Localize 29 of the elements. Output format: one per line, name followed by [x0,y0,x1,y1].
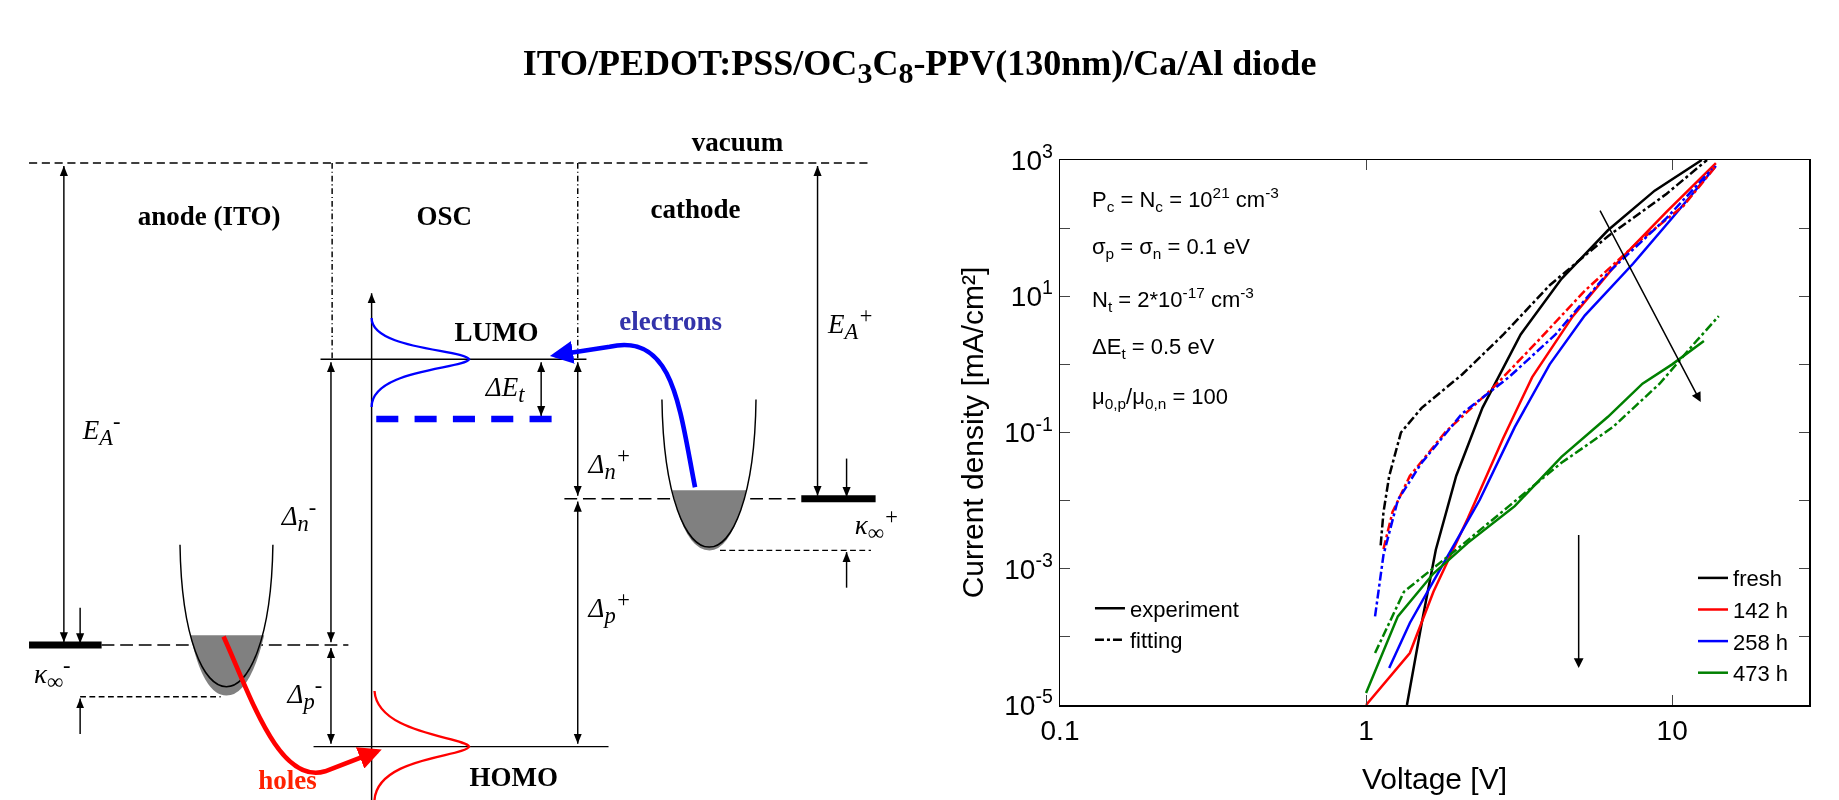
text: OSC [416,200,472,232]
text: electrons [619,305,723,337]
x-axis-title: Voltage [V] [1361,762,1508,795]
annotation: μ$_{0,p}$/μ$_{0,n}$ = 100 [1092,384,1229,412]
y-tick-label: 10$^{3}$ [1010,140,1053,176]
y-axis-title: Current density [mA/cm²] [955,266,989,599]
y-tick-label: 10$^{-3}$ [1004,548,1053,585]
text: LUMO [454,316,539,348]
text: ΔE$_{t}$ [485,371,525,408]
legend-label: experiment [1129,596,1239,622]
y-tick-label: 10$^{1}$ [1010,276,1053,313]
legend-label: 258 h [1733,629,1789,655]
x-tick-label: 1 [1358,715,1374,747]
text: cathode [650,193,741,225]
annotation: N$_{t}$ = 2*10$^{-17}$ cm$^{-3}$ [1092,284,1254,315]
text: holes [258,764,317,796]
text: anode (ITO) [137,200,281,232]
y-tick-label: 10$^{-1}$ [1004,412,1053,449]
legend-label: 142 h [1733,598,1789,624]
text: ITO/PEDOT:PSS/OC$_{3}$C$_{8}$-PPV(130nm)/Ca/Al diode [521,42,1318,91]
annotation: σ$_{p}$ = σ$_{n}$ = 0.1 eV [1092,234,1251,262]
annotation: P$_{c}$ = N$_{c}$ = 10$^{21}$ cm$^{-3}$ [1092,184,1279,215]
legend-label: 473 h [1733,661,1789,687]
legend-label: fresh [1733,566,1782,592]
x-tick-label: 10 [1656,715,1688,747]
legend-label: fitting [1129,628,1183,654]
annotation: ΔE$_{t}$ = 0.5 eV [1092,334,1215,362]
text: vacuum [691,126,784,158]
text: HOMO [469,761,559,793]
